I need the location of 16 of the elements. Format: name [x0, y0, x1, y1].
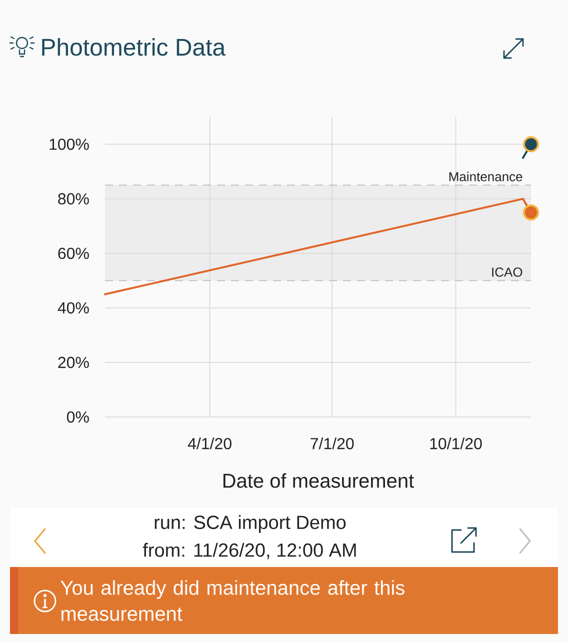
text: run: SCA import Demo [154, 515, 346, 533]
y-tick-label: 0% [66, 411, 89, 423]
x-axis-title: Date of measurement [223, 473, 414, 488]
y-tick-label: 60% [58, 248, 89, 260]
chart-title: Photometric Data [42, 38, 226, 56]
x-tick-label: 10/1/20 [430, 438, 482, 450]
text: You already did maintenance after this measurement [60, 580, 404, 621]
ref-line-label: Maintenance [449, 172, 522, 182]
x-tick-label: 4/1/20 [188, 438, 232, 450]
ref-line-label: ICAO [492, 268, 522, 277]
text: from: 11/26/20, 12:00 AM [142, 542, 356, 560]
y-tick-label: 100% [50, 138, 89, 150]
x-tick-label: 7/1/20 [310, 438, 354, 450]
y-tick-label: 40% [58, 302, 89, 314]
y-tick-label: 80% [58, 193, 89, 204]
y-tick-label: 20% [58, 356, 89, 368]
